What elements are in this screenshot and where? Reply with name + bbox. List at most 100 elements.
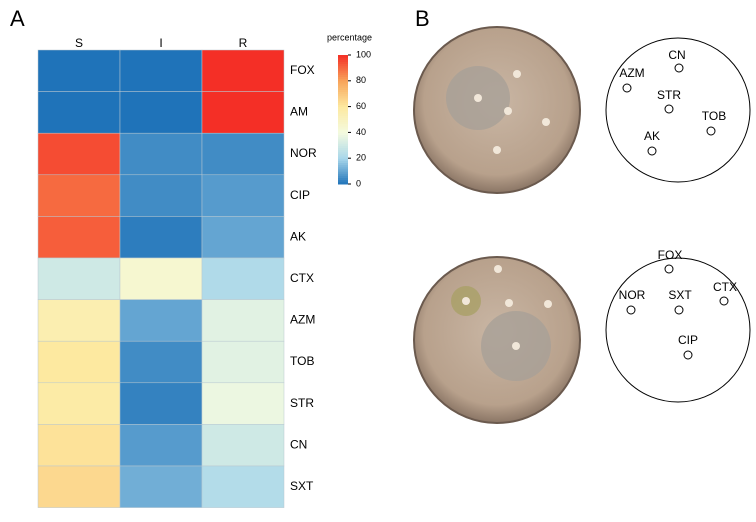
colorbar-segment <box>338 162 348 166</box>
colorbar-segment <box>338 134 348 138</box>
colorbar-segment <box>338 130 348 133</box>
disk-label: CTX <box>713 280 737 294</box>
colorbar-segment <box>338 89 348 93</box>
heatmap-cell <box>201 91 285 134</box>
heatmap-cell <box>201 382 285 425</box>
heatmap-cell <box>119 216 203 259</box>
disk <box>674 63 684 73</box>
colorbar-segment <box>338 179 348 183</box>
row-label: NOR <box>290 146 317 160</box>
column-label: I <box>159 36 162 50</box>
heatmap-cell <box>37 132 121 176</box>
heatmap-cell <box>119 91 203 134</box>
colorbar-segment <box>338 164 348 168</box>
colorbar-segment <box>338 74 348 77</box>
colorbar-segment <box>338 104 348 108</box>
heatmap-cell <box>37 91 121 134</box>
heatmap-cell <box>201 257 285 300</box>
plate-diagram <box>605 37 751 183</box>
heatmap-cell <box>119 424 203 467</box>
colorbar-segment <box>338 117 348 120</box>
disk <box>664 104 674 114</box>
row-label: CN <box>290 437 307 451</box>
row-label: STR <box>290 396 314 410</box>
disk-label: CIP <box>678 333 698 347</box>
colorbar-segment <box>338 87 348 90</box>
plate-photo <box>413 26 581 194</box>
colorbar-segment <box>338 168 348 172</box>
colorbar-segment <box>338 85 348 88</box>
colorbar-segment <box>338 166 348 170</box>
heatmap-cell <box>201 174 285 217</box>
plate-diagram <box>605 257 751 403</box>
colorbar-segment <box>338 98 348 101</box>
heatmap-cell <box>37 340 121 384</box>
heatmap-cell <box>201 132 285 176</box>
disk <box>622 83 632 93</box>
colorbar-segment <box>338 67 348 71</box>
colorbar-segment <box>338 141 348 144</box>
colorbar-segment <box>338 128 348 131</box>
colorbar-segment <box>338 149 348 153</box>
colorbar-segment <box>338 136 348 140</box>
disk <box>706 126 716 136</box>
colorbar-segment <box>338 121 348 125</box>
disk-label: NOR <box>619 288 646 302</box>
heatmap-cell <box>119 257 203 300</box>
colorbar-segment <box>338 132 348 136</box>
disk-label: AZM <box>619 66 644 80</box>
colorbar-segment <box>338 65 348 69</box>
heatmap-cell <box>37 424 121 467</box>
colorbar-segment <box>338 160 348 163</box>
row-label: SXT <box>290 479 314 493</box>
heatmap-cell <box>37 299 121 342</box>
heatmap-cell <box>37 174 121 217</box>
row-label: AK <box>290 229 306 243</box>
heatmap-cell <box>119 49 203 92</box>
colorbar-title: percentage <box>327 32 372 42</box>
colorbar-segment <box>338 173 348 176</box>
colorbar-segment <box>338 95 348 99</box>
colorbar-tick-label: 40 <box>356 127 366 137</box>
colorbar-segment <box>338 181 348 185</box>
colorbar-tick-label: 20 <box>356 153 366 163</box>
heatmap-cell <box>201 465 285 508</box>
disk-label: TOB <box>702 109 726 123</box>
disk-label: SXT <box>668 288 692 302</box>
row-label: CTX <box>290 271 314 285</box>
colorbar-segment <box>338 93 348 97</box>
colorbar-segment <box>338 115 348 118</box>
colorbar-tick-label: 0 <box>356 178 361 188</box>
colorbar-segment <box>338 91 348 95</box>
heatmap-cell <box>201 424 285 467</box>
panel-label: B <box>415 6 430 31</box>
heatmap-cell <box>201 216 285 259</box>
colorbar-segment <box>338 80 348 84</box>
colorbar-segment <box>338 145 348 148</box>
colorbar-segment <box>338 119 348 123</box>
colorbar-tick-label: 100 <box>356 49 371 59</box>
column-label: S <box>75 36 83 50</box>
colorbar-segment <box>338 113 348 116</box>
colorbar-segment <box>338 100 348 103</box>
colorbar-segment <box>338 57 348 60</box>
heatmap-cell <box>201 299 285 342</box>
disk <box>626 305 636 315</box>
colorbar-segment <box>338 177 348 181</box>
colorbar-segment <box>338 61 348 65</box>
colorbar-segment <box>338 175 348 179</box>
disk-label: AK <box>644 129 660 143</box>
colorbar-tick-label: 80 <box>356 75 366 85</box>
colorbar-segment <box>338 59 348 62</box>
colorbar-segment <box>338 171 348 174</box>
heatmap-cell <box>37 216 121 259</box>
heatmap-cell <box>119 465 203 508</box>
colorbar-tick-label: 60 <box>356 101 366 111</box>
colorbar-segment <box>338 108 348 112</box>
colorbar-segment <box>338 158 348 161</box>
colorbar-segment <box>338 102 348 105</box>
disk <box>719 296 729 306</box>
colorbar-segment <box>338 123 348 127</box>
heatmap-cell <box>37 257 121 300</box>
